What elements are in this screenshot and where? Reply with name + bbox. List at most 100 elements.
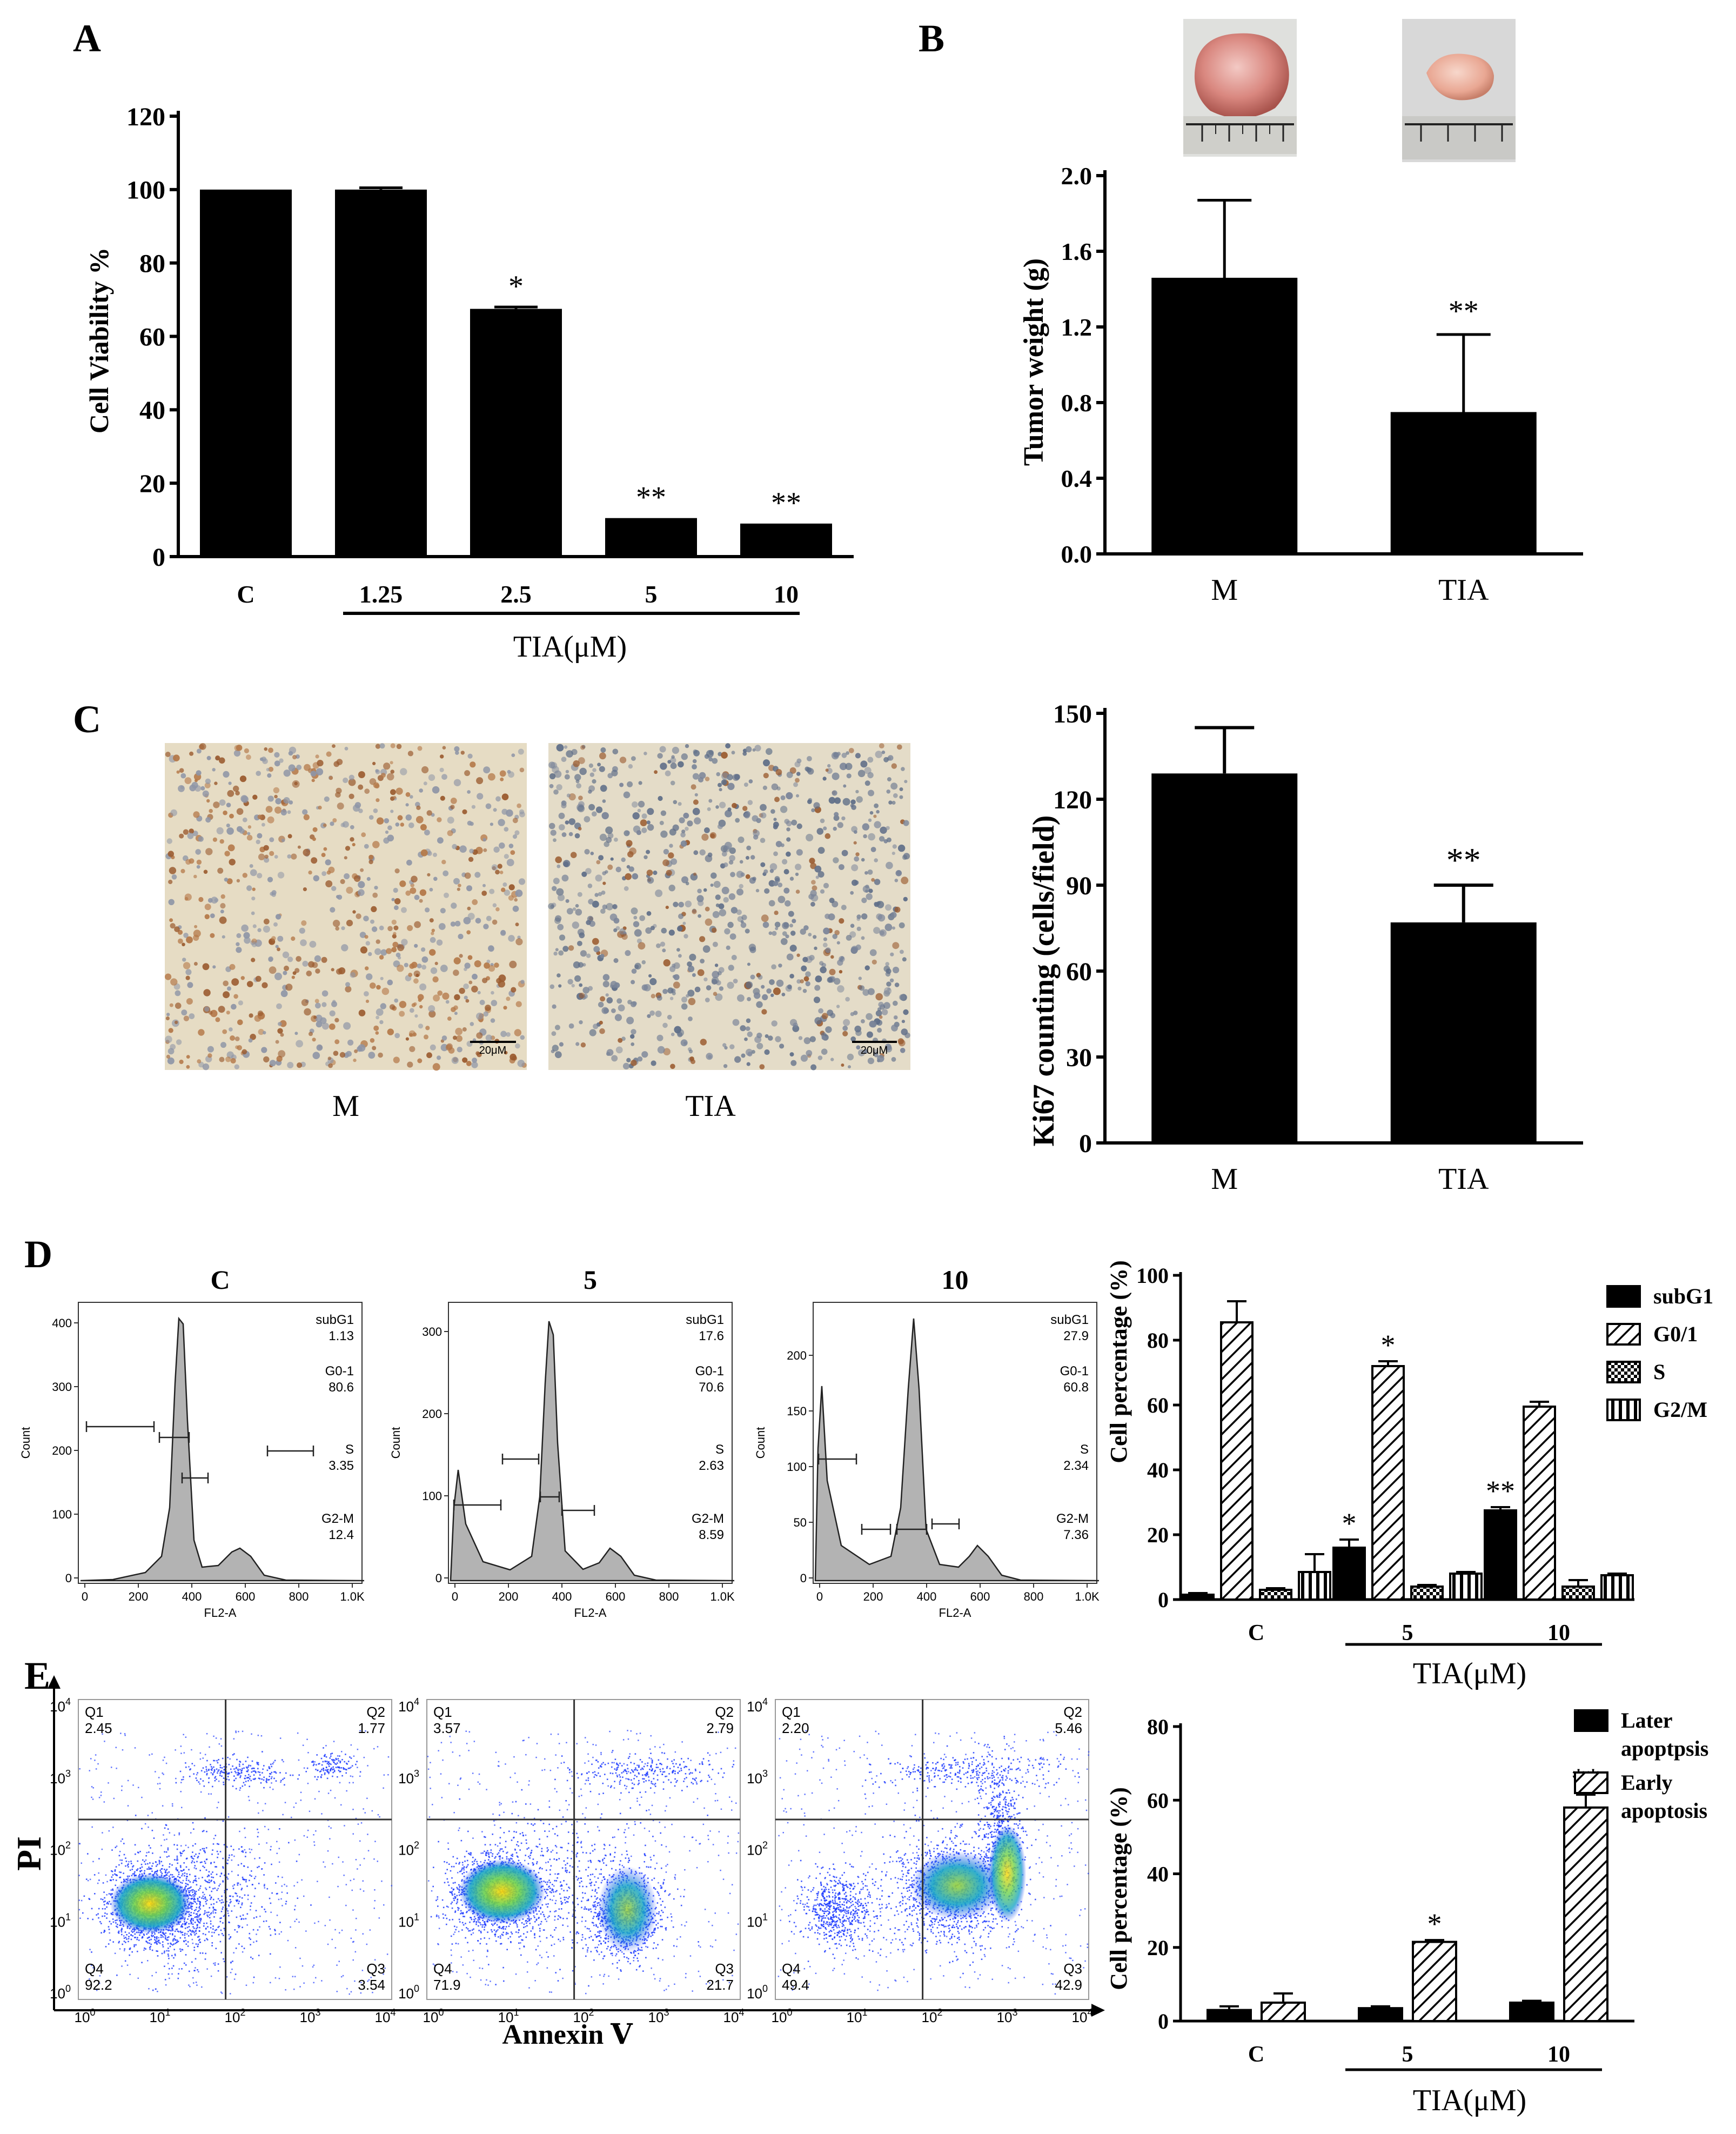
apoptosis-flow-plots: Q12.45Q21.77Q492.2Q33.541001001011011021… <box>48 1675 1105 2025</box>
flow-plot-frame <box>775 1699 1089 2000</box>
histogram-stat: 80.6 <box>329 1380 354 1395</box>
bar-S-5 <box>1410 1586 1444 1601</box>
y-tick-label: 0 <box>1158 2009 1169 2033</box>
category-label: 1.25 <box>359 580 403 608</box>
category-label: 2.5 <box>500 580 532 608</box>
y-tick-label: 1.2 <box>1061 313 1092 341</box>
histogram-stat: G2-M <box>692 1511 724 1526</box>
flow-y-tick-label: 102 <box>398 1840 419 1858</box>
histogram-stat: 60.8 <box>1063 1380 1089 1395</box>
y-tick-label: 1.6 <box>1061 238 1092 265</box>
y-tick-label: 2.0 <box>1061 162 1092 190</box>
hist-xlabel: FL2-A <box>204 1606 237 1620</box>
y-tick-label: 120 <box>126 103 165 131</box>
ki67-image-label-tia: TIA <box>685 1089 736 1123</box>
flow-y-tick-label: 103 <box>50 1768 71 1787</box>
bar-G01-C <box>1220 1321 1254 1601</box>
hist-y-tick-label: 0 <box>800 1571 807 1585</box>
hist-x-tick-label: 600 <box>236 1590 256 1603</box>
flow-y-tick-label: 100 <box>398 1983 419 2002</box>
density-hotspot <box>988 1824 1027 1922</box>
flow-y-tick-label: 104 <box>747 1696 768 1715</box>
hist-x-tick-label: 600 <box>970 1590 990 1603</box>
y-tick-label: 150 <box>1053 700 1092 728</box>
histogram-stat: 7.36 <box>1063 1528 1089 1542</box>
quadrant-label: 21.7 <box>706 1977 734 1993</box>
quadrant-label: Q2 <box>1063 1704 1082 1720</box>
hist-ylabel: Count <box>754 1427 767 1459</box>
histogram-stat: subG1 <box>1050 1313 1089 1327</box>
y-tick-label: 20 <box>1147 1523 1169 1547</box>
histogram-stat: 17.6 <box>699 1329 724 1343</box>
histogram-stat: S <box>715 1442 724 1457</box>
bar-Earlyapoptosis-5 <box>1412 1941 1457 2022</box>
category-label: C <box>1248 2042 1264 2067</box>
y-tick-label: 20 <box>139 470 165 498</box>
y-tick-label: 30 <box>1066 1043 1092 1072</box>
hist-x-tick-label: 400 <box>182 1590 202 1603</box>
hist-x-tick-label: 600 <box>606 1590 626 1603</box>
hist-x-tick-label: 1.0K <box>710 1590 735 1603</box>
tumor-weight-ylabel: Tumor weight (g) <box>1018 258 1049 466</box>
bar-G01-5 <box>1371 1365 1405 1601</box>
tia-dose-group-label-e: TIA(μM) <box>1413 2084 1526 2117</box>
cell-cycle-histograms: C0 200 400 600 800 1.0KFL2-A0100200300400Coun… <box>19 1265 1100 1620</box>
bar-Laterapoptpsis-C <box>1207 2009 1252 2022</box>
hist-x-tick-label: 0 <box>82 1590 88 1603</box>
quadrant-label: 71.9 <box>433 1977 461 1993</box>
flow-y-tick-label: 101 <box>50 1911 71 1930</box>
legend-label: apoptosis <box>1621 1798 1707 1823</box>
significance-marker: * <box>1381 1329 1396 1361</box>
hist-y-tick-label: 200 <box>52 1444 72 1457</box>
flow-y-tick-label: 104 <box>398 1696 419 1715</box>
hist-y-tick-label: 300 <box>422 1325 442 1339</box>
significance-marker: * <box>508 270 524 303</box>
quadrant-label: Q2 <box>366 1704 385 1720</box>
legend-label: G2/M <box>1653 1397 1707 1422</box>
hist-x-tick-label: 1.0K <box>340 1590 365 1603</box>
ki67-image-tia: 20μM <box>548 743 910 1071</box>
flow-plot-frame <box>78 1699 392 2000</box>
histogram-stat: 1.13 <box>329 1329 354 1343</box>
bar-G2M-C <box>1298 1571 1331 1601</box>
bar-G2M-5 <box>1449 1573 1483 1601</box>
bar-1.25 <box>335 189 427 557</box>
quadrant-label: Q4 <box>85 1961 104 1977</box>
category-label: M <box>1211 573 1238 607</box>
bar-subG1-10 <box>1484 1509 1517 1601</box>
histogram-stat: 27.9 <box>1063 1329 1089 1343</box>
flow-xlabel-annexin: Annexin Ⅴ <box>502 2019 633 2050</box>
bar-subG1-5 <box>1332 1547 1366 1601</box>
hist-x-tick-label: 400 <box>917 1590 937 1603</box>
cell-viability-ylabel: Cell Viability % <box>84 247 114 433</box>
bar-S-10 <box>1561 1586 1595 1601</box>
y-tick-label: 60 <box>139 323 165 351</box>
histogram-frame <box>78 1302 363 1584</box>
y-tick-label: 40 <box>1147 1458 1169 1482</box>
hist-x-tick-label: 0 <box>816 1590 823 1603</box>
quadrant-label: Q2 <box>715 1704 734 1720</box>
hist-y-tick-label: 200 <box>422 1407 442 1421</box>
hist-y-tick-label: 150 <box>787 1404 807 1418</box>
tumor-photo-m <box>1183 19 1297 157</box>
hist-xlabel: FL2-A <box>574 1606 607 1620</box>
y-tick-label: 40 <box>139 396 165 425</box>
ki67-ylabel: Ki67 counting (cells/field) <box>1027 815 1061 1147</box>
histogram-stat: 12.4 <box>329 1528 354 1542</box>
cell-viability-chart: 0 20 40 60 80 100 120 C 1.25 2.5 * 5 ** 10 ** <box>126 103 854 608</box>
y-tick-label: 60 <box>1147 1393 1169 1417</box>
histogram-1: C 0 200 400 600 800 1.0K FL2-A 0 100 200 300 400 Coun… <box>19 1265 365 1620</box>
significance-marker: * <box>1427 1908 1442 1940</box>
bar-TIA <box>1390 922 1537 1143</box>
tia-dose-group-label-d: TIA(μM) <box>1413 1657 1526 1690</box>
y-tick-label: 90 <box>1066 872 1092 900</box>
quadrant-label: Q4 <box>782 1961 801 1977</box>
quadrant-label: 5.46 <box>1055 1720 1082 1736</box>
histogram-stat: 2.63 <box>699 1459 724 1473</box>
bar-subG1-C <box>1181 1594 1215 1601</box>
y-tick-label: 0 <box>152 543 165 572</box>
hist-x-tick-label: 800 <box>289 1590 309 1603</box>
hist-x-tick-label: 200 <box>129 1590 149 1603</box>
category-label: 5 <box>1402 2042 1413 2067</box>
